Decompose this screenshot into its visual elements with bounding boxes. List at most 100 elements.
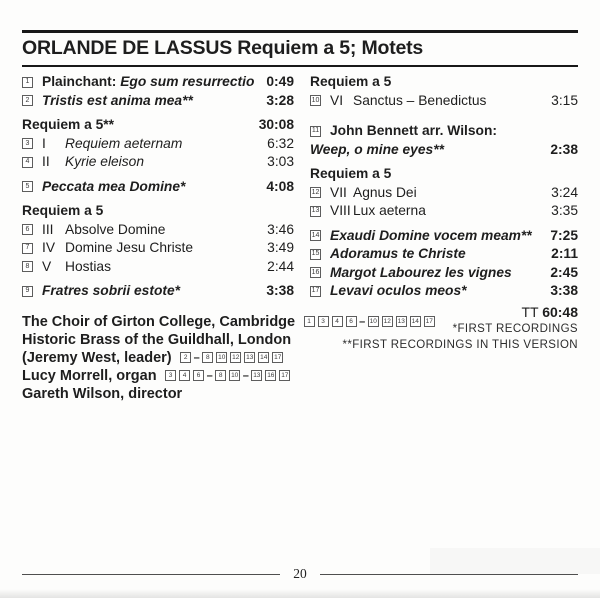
movement-numeral: VI (330, 92, 344, 108)
track-time: 2:11 (551, 246, 578, 261)
total-time-label: TT (521, 303, 539, 320)
movement-numeral: IV (42, 240, 56, 255)
track-ref-box: 4 (331, 316, 343, 327)
track-number-box: 11 (310, 125, 321, 137)
credit-line: The Choir of Girton College, Cambridge 1 3… (22, 313, 578, 331)
section-header-label: Requiem a 5 (310, 74, 392, 89)
track-title: Plainchant: Ego sum resurrectio (42, 73, 260, 92)
track-title: Levavi oculos meos* (330, 283, 467, 298)
movement-numeral: I (42, 135, 46, 151)
scan-artifact (430, 548, 600, 574)
track-title: Tristis est anima mea** (42, 92, 193, 108)
track-number-box: 7 (22, 242, 33, 254)
track-number-box: 4 (22, 156, 33, 168)
track-ref-box: 14 (409, 316, 421, 327)
track-ref-box: 10 (229, 370, 241, 381)
track-time: 3:15 (551, 92, 578, 108)
movement-numeral: VIII (330, 203, 351, 218)
track-title-main: Ego sum resurrectio (120, 74, 255, 89)
range-dash: – (206, 369, 213, 382)
track-ref-box: 8 (202, 352, 214, 363)
track-number-box: 13 (310, 205, 321, 217)
track-ref-box: 17 (423, 316, 435, 327)
range-dash: – (242, 369, 249, 382)
track-title: Hostias (65, 258, 112, 274)
track-title: Fratres sobrii estote* (42, 283, 181, 298)
track-ref-box: 3 (317, 316, 329, 327)
track-number-box: 6 (22, 224, 33, 236)
credit-track-refs: 3 4 6–8 10–13 16 17 (164, 367, 292, 385)
track-time: 2:38 (550, 141, 578, 157)
footer-rule-left (22, 573, 281, 575)
track-title: Domine Jesu Christe (65, 240, 194, 255)
track-title: Exaudi Domine vocem meam** (330, 227, 532, 243)
track-row: 4 II Kyrie eleison 3:03 (22, 153, 294, 172)
total-time: TT 60:48 (342, 304, 578, 321)
track-number-box: 1 (22, 76, 33, 88)
track-ref-box: 3 (165, 370, 177, 381)
track-number-box: 2 (22, 95, 33, 107)
track-number-box: 16 (310, 267, 321, 279)
credit-name: (Jeremy West, leader) (22, 349, 172, 366)
page-footer: 20 (22, 566, 578, 582)
track-row: 8 V Hostias 2:44 (22, 258, 294, 277)
track-row: 2 Tristis est anima mea** 3:28 (22, 92, 294, 111)
track-ref-box: 6 (193, 370, 205, 381)
track-row: 5 Peccata mea Domine* 4:08 (22, 178, 294, 197)
track-row: 17 Levavi oculos meos* 3:38 (310, 282, 578, 301)
track-ref-box: 6 (345, 316, 357, 327)
tracklist-column-right: Requiem a 5 10 VI Sanctus – Benedictus 3:15 1… (310, 73, 578, 301)
track-ref-box: 10 (216, 352, 228, 363)
footnote-first-recordings-version: **FIRST RECORDINGS IN THIS VERSION (342, 339, 578, 351)
movement-numeral: II (42, 154, 50, 169)
track-time: 2:44 (267, 258, 294, 274)
track-ref-box: 13 (251, 370, 263, 381)
track-row: 14 Exaudi Domine vocem meam** 7:25 (310, 227, 578, 246)
track-row: 1 Plainchant: Ego sum resurrectio 0:49 (22, 73, 294, 92)
credit-line: (Jeremy West, leader) 2–8 10 12 13 14 17 (22, 349, 578, 367)
track-title: Absolve Domine (65, 221, 166, 237)
track-row: 15 Adoramus te Christe 2:11 (310, 245, 578, 264)
section-time: 30:08 (258, 117, 294, 132)
tracklist-column-left: 1 Plainchant: Ego sum resurrectio 0:49 2 Tri… (22, 73, 294, 301)
track-time: 2:45 (550, 264, 578, 280)
range-dash: – (359, 315, 366, 328)
track-time: 3:49 (267, 240, 294, 255)
track-row: 10 VI Sanctus – Benedictus 3:15 (310, 92, 578, 111)
track-row: 7 IV Domine Jesu Christe 3:49 (22, 239, 294, 258)
track-number-box: 9 (22, 285, 33, 297)
credit-name: Gareth Wilson, director (22, 385, 183, 402)
track-ref-box: 13 (244, 352, 256, 363)
track-row: 9 Fratres sobrii estote* 3:38 (22, 282, 294, 301)
track-time: 4:08 (266, 178, 294, 194)
section-header: Requiem a 5 (310, 73, 578, 92)
credit-name: Lucy Morrell, organ (22, 367, 157, 384)
track-ref-box: 13 (395, 316, 407, 327)
title-underline-rule (22, 65, 578, 67)
track-time: 3:38 (550, 283, 578, 298)
scan-shadow (0, 589, 600, 598)
track-number-box: 12 (310, 187, 321, 199)
track-ref-box: 12 (230, 352, 242, 363)
track-title: Sanctus – Benedictus (353, 92, 487, 108)
track-ref-box: 10 (367, 316, 379, 327)
track-row: 13 VIII Lux aeterna 3:35 (310, 202, 578, 221)
section-header-label: Requiem a 5 (310, 166, 392, 181)
track-number-box: 5 (22, 181, 33, 193)
movement-numeral: III (42, 221, 54, 237)
track-time: 3:03 (267, 154, 294, 169)
track-title: Agnus Dei (353, 184, 417, 200)
track-title: Adoramus te Christe (330, 246, 466, 261)
track-ref-box: 17 (279, 370, 291, 381)
section-header: Requiem a 5** 30:08 (22, 116, 294, 135)
section-header: Requiem a 5 (310, 165, 578, 184)
track-row: 12 VII Agnus Dei 3:24 (310, 184, 578, 203)
track-number-box: 15 (310, 248, 321, 260)
track-time: 3:46 (267, 221, 294, 237)
tracklist: 1 Plainchant: Ego sum resurrectio 0:49 2 Tri… (22, 73, 578, 301)
credit-name: The Choir of Girton College, Cambridge (22, 313, 296, 330)
footer-rule-right (319, 573, 578, 575)
section-header-label: Requiem a 5** (22, 117, 115, 132)
track-number-box: 14 (310, 230, 321, 242)
